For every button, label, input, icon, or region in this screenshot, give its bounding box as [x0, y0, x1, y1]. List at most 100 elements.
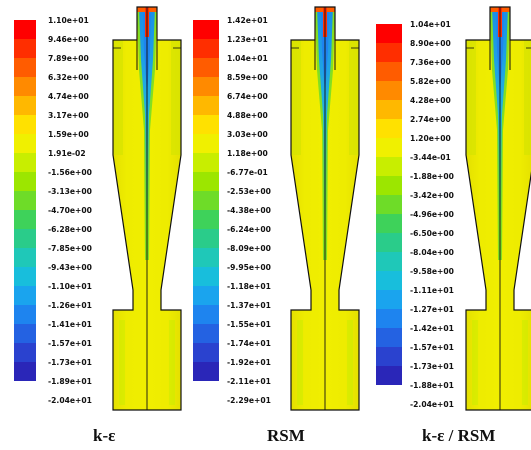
- colorbar-tick-label: -4.96e+00: [410, 210, 454, 219]
- colorbar-swatch: [376, 24, 402, 43]
- colorbar-swatch: [14, 305, 36, 324]
- colorbar-tick-label: -1.42e+01: [410, 324, 454, 333]
- colorbar-tick-label: 6.32e+00: [48, 73, 89, 82]
- colorbar-swatch: [376, 252, 402, 271]
- colorbar-swatch: [193, 229, 219, 248]
- colorbar-swatch: [193, 39, 219, 58]
- colorbar-tick-label: -1.74e+01: [227, 339, 271, 348]
- colorbar-swatch: [193, 20, 219, 39]
- colorbar-swatch: [193, 191, 219, 210]
- colorbar-swatch: [193, 267, 219, 286]
- colorbar-tick-label: 5.82e+00: [410, 77, 451, 86]
- colorbar-tick-label: -8.09e+00: [227, 244, 271, 253]
- colorbar-swatch: [14, 77, 36, 96]
- colorbar-tick-label: -1.57e+01: [410, 343, 454, 352]
- colorbar-swatch: [14, 115, 36, 134]
- colorbar-swatch: [376, 157, 402, 176]
- colorbar-swatch: [14, 172, 36, 191]
- cyclone-domain-1: [290, 6, 360, 411]
- colorbar-tick-label: 3.03e+00: [227, 130, 268, 139]
- colorbar-swatch: [14, 248, 36, 267]
- colorbar-tick-label: -1.57e+01: [48, 339, 92, 348]
- colorbar-tick-label: 7.89e+00: [48, 54, 89, 63]
- colorbar-tick-label: -9.95e+00: [227, 263, 271, 272]
- colorbar-swatch: [193, 153, 219, 172]
- colorbar-tick-label: -2.29e+01: [227, 396, 271, 405]
- colorbar-swatch: [193, 248, 219, 267]
- colorbar-tick-label: 8.59e+00: [227, 73, 268, 82]
- colorbar-tick-label: -2.53e+00: [227, 187, 271, 196]
- panel-title-k-epsilon: k-ε: [93, 426, 116, 445]
- colorbar-tick-label: 4.88e+00: [227, 111, 268, 120]
- colorbar-tick-label: -2.04e+01: [410, 400, 454, 409]
- colorbar-tick-label: 1.91e-02: [48, 149, 86, 158]
- colorbar-tick-label: -1.41e+01: [48, 320, 92, 329]
- colorbar-tick-label: -3.13e+00: [48, 187, 92, 196]
- colorbar-swatch: [376, 366, 402, 385]
- colorbar-tick-label: -4.70e+00: [48, 206, 92, 215]
- colorbar-tick-label: -1.88e+01: [410, 381, 454, 390]
- colorbar-2: 1.04e+01 8.90e+00 7.36e+00 5.82e+00 4.28e+00…: [376, 20, 454, 409]
- colorbar-tick-label: -7.85e+00: [48, 244, 92, 253]
- colorbar-swatch: [14, 324, 36, 343]
- colorbar-swatch: [14, 96, 36, 115]
- colorbar-swatch: [376, 62, 402, 81]
- colorbar-tick-label: -1.27e+01: [410, 305, 454, 314]
- colorbar-tick-label: -1.26e+01: [48, 301, 92, 310]
- colorbar-swatch: [376, 195, 402, 214]
- colorbar-tick-label: -4.38e+00: [227, 206, 271, 215]
- colorbar-swatch: [14, 134, 36, 153]
- colorbar-swatch: [14, 153, 36, 172]
- colorbar-tick-label: -1.10e+01: [48, 282, 92, 291]
- colorbar-swatch: [14, 39, 36, 58]
- domain-outline: [112, 6, 182, 411]
- colorbar-tick-label: 1.10e+01: [48, 16, 89, 25]
- colorbar-tick-label: -6.77e-01: [227, 168, 268, 177]
- colorbar-tick-label: -1.88e+00: [410, 172, 454, 181]
- colorbar-swatch: [376, 328, 402, 347]
- colorbar-swatch: [193, 96, 219, 115]
- colorbar-swatch: [193, 362, 219, 381]
- colorbar-tick-label: -6.50e+00: [410, 229, 454, 238]
- colorbar-swatch: [193, 134, 219, 153]
- colorbar-swatch: [14, 20, 36, 39]
- colorbar-tick-label: -3.44e-01: [410, 153, 451, 162]
- colorbar-swatch: [376, 176, 402, 195]
- colorbar-tick-label: -2.11e+01: [227, 377, 271, 386]
- colorbar-1: 1.42e+01 1.23e+01 1.04e+01 8.59e+00 6.74e+00…: [193, 16, 271, 405]
- colorbar-tick-label: -6.28e+00: [48, 225, 92, 234]
- colorbar-swatch: [376, 214, 402, 233]
- colorbar-tick-label: -1.56e+00: [48, 168, 92, 177]
- domain-outline: [465, 6, 531, 411]
- colorbar-tick-label: 1.04e+01: [410, 20, 451, 29]
- colorbar-tick-label: -1.37e+01: [227, 301, 271, 310]
- colorbar-tick-label: -1.18e+01: [227, 282, 271, 291]
- colorbar-tick-label: 6.74e+00: [227, 92, 268, 101]
- colorbar-tick-label: 4.74e+00: [48, 92, 89, 101]
- colorbar-swatch: [14, 267, 36, 286]
- colorbar-tick-label: 1.20e+00: [410, 134, 451, 143]
- colorbar-tick-label: 1.18e+00: [227, 149, 268, 158]
- colorbar-swatch: [193, 324, 219, 343]
- colorbar-swatch: [14, 286, 36, 305]
- colorbar-swatch: [14, 362, 36, 381]
- colorbar-swatch: [193, 58, 219, 77]
- colorbar-tick-label: -1.73e+01: [410, 362, 454, 371]
- colorbar-tick-label: -3.42e+00: [410, 191, 454, 200]
- colorbar-tick-label: -1.73e+01: [48, 358, 92, 367]
- colorbar-swatch: [376, 43, 402, 62]
- colorbar-tick-label: 9.46e+00: [48, 35, 89, 44]
- colorbar-swatch: [193, 115, 219, 134]
- colorbar-tick-label: 1.23e+01: [227, 35, 268, 44]
- colorbar-tick-label: 3.17e+00: [48, 111, 89, 120]
- colorbar-tick-label: -8.04e+00: [410, 248, 454, 257]
- domain-outline: [290, 6, 360, 411]
- colorbar-swatch: [14, 229, 36, 248]
- colorbar-swatch: [193, 286, 219, 305]
- colorbar-swatch: [376, 81, 402, 100]
- colorbar-tick-label: -2.04e+01: [48, 396, 92, 405]
- colorbar-swatch: [14, 191, 36, 210]
- colorbar-tick-label: -1.55e+01: [227, 320, 271, 329]
- colorbar-swatch: [376, 100, 402, 119]
